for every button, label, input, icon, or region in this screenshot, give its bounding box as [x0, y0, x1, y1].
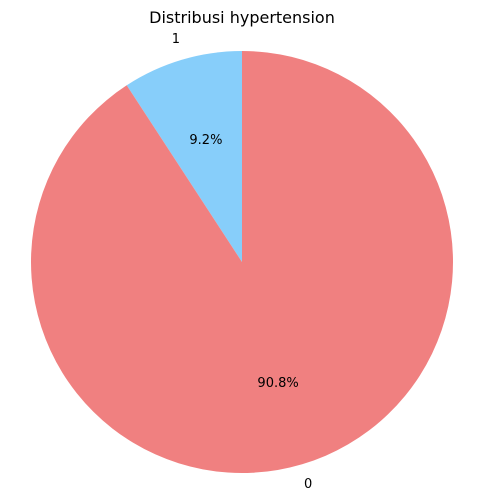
slice-label-1: 1: [172, 32, 180, 47]
slice-label-0: 0: [304, 477, 312, 492]
pie-slices: [31, 51, 454, 473]
slice-percent-1: 9.2%: [189, 133, 222, 148]
slice-percent-0: 90.8%: [257, 376, 298, 391]
chart-title: Distribusi hypertension: [149, 8, 335, 27]
pie-slice-0: [31, 51, 454, 473]
pie-slice-1: [126, 51, 242, 262]
pie-labels: 1 9.2% 0 90.8%: [172, 32, 313, 492]
